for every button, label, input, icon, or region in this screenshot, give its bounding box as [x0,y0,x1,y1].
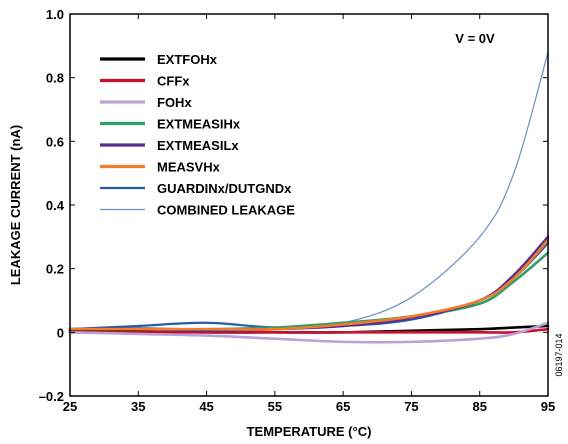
y-tick-label: 0.2 [46,262,64,277]
x-tick-label: 55 [268,399,282,414]
x-tick-label: 75 [404,399,418,414]
series-line-extmeasihx [68,251,550,331]
series-line-cffx [68,327,550,334]
series-line-extmeasilx [68,235,550,333]
x-tick-label: 45 [199,399,213,414]
legend-label: FOHx [157,95,192,110]
x-tick-label: 95 [541,399,555,414]
series-line-guardinx-dutgndx [68,242,550,331]
y-tick-labels: –0.2 0 0.2 0.4 0.6 0.8 1.0 [39,7,65,404]
series-line-fohx [68,321,550,344]
legend-label: CFFx [157,74,190,89]
legend-label: EXTFOHx [157,52,218,67]
legend-label: EXTMEASILx [157,138,239,153]
y-tick-label: 0.4 [46,198,65,213]
x-tick-label: 25 [63,399,77,414]
x-axis-label: TEMPERATURE (°C) [247,424,372,439]
condition-annotation: V = 0V [455,31,495,46]
figure-id: 06197-014 [554,333,564,376]
series-line-measvhx [68,238,550,331]
x-tick-label: 65 [336,399,350,414]
legend-label: GUARDINx/DUTGNDx [157,181,292,196]
axis-ticks [69,13,549,397]
y-tick-label: 0 [57,325,64,340]
x-tick-label: 35 [131,399,145,414]
series-lines [68,51,550,344]
legend-label: COMBINED LEAKAGE [157,203,295,218]
legend-label: MEASVHx [157,160,221,175]
series-line-combined-leakage [69,51,549,330]
y-tick-label: 1.0 [46,7,64,22]
y-axis-label: LEAKAGE CURRENT (nA) [8,125,23,285]
y-tick-label: 0.6 [46,134,64,149]
y-tick-label: –0.2 [39,389,64,404]
x-tick-label: 85 [472,399,486,414]
y-tick-label: 0.8 [46,71,64,86]
x-tick-labels: 25 35 45 55 65 75 85 95 [63,399,555,414]
legend: EXTFOHx CFFx FOHx EXTMEASIHx EXTMEASILx MEASV… [100,52,295,218]
legend-label: EXTMEASIHx [157,117,241,132]
